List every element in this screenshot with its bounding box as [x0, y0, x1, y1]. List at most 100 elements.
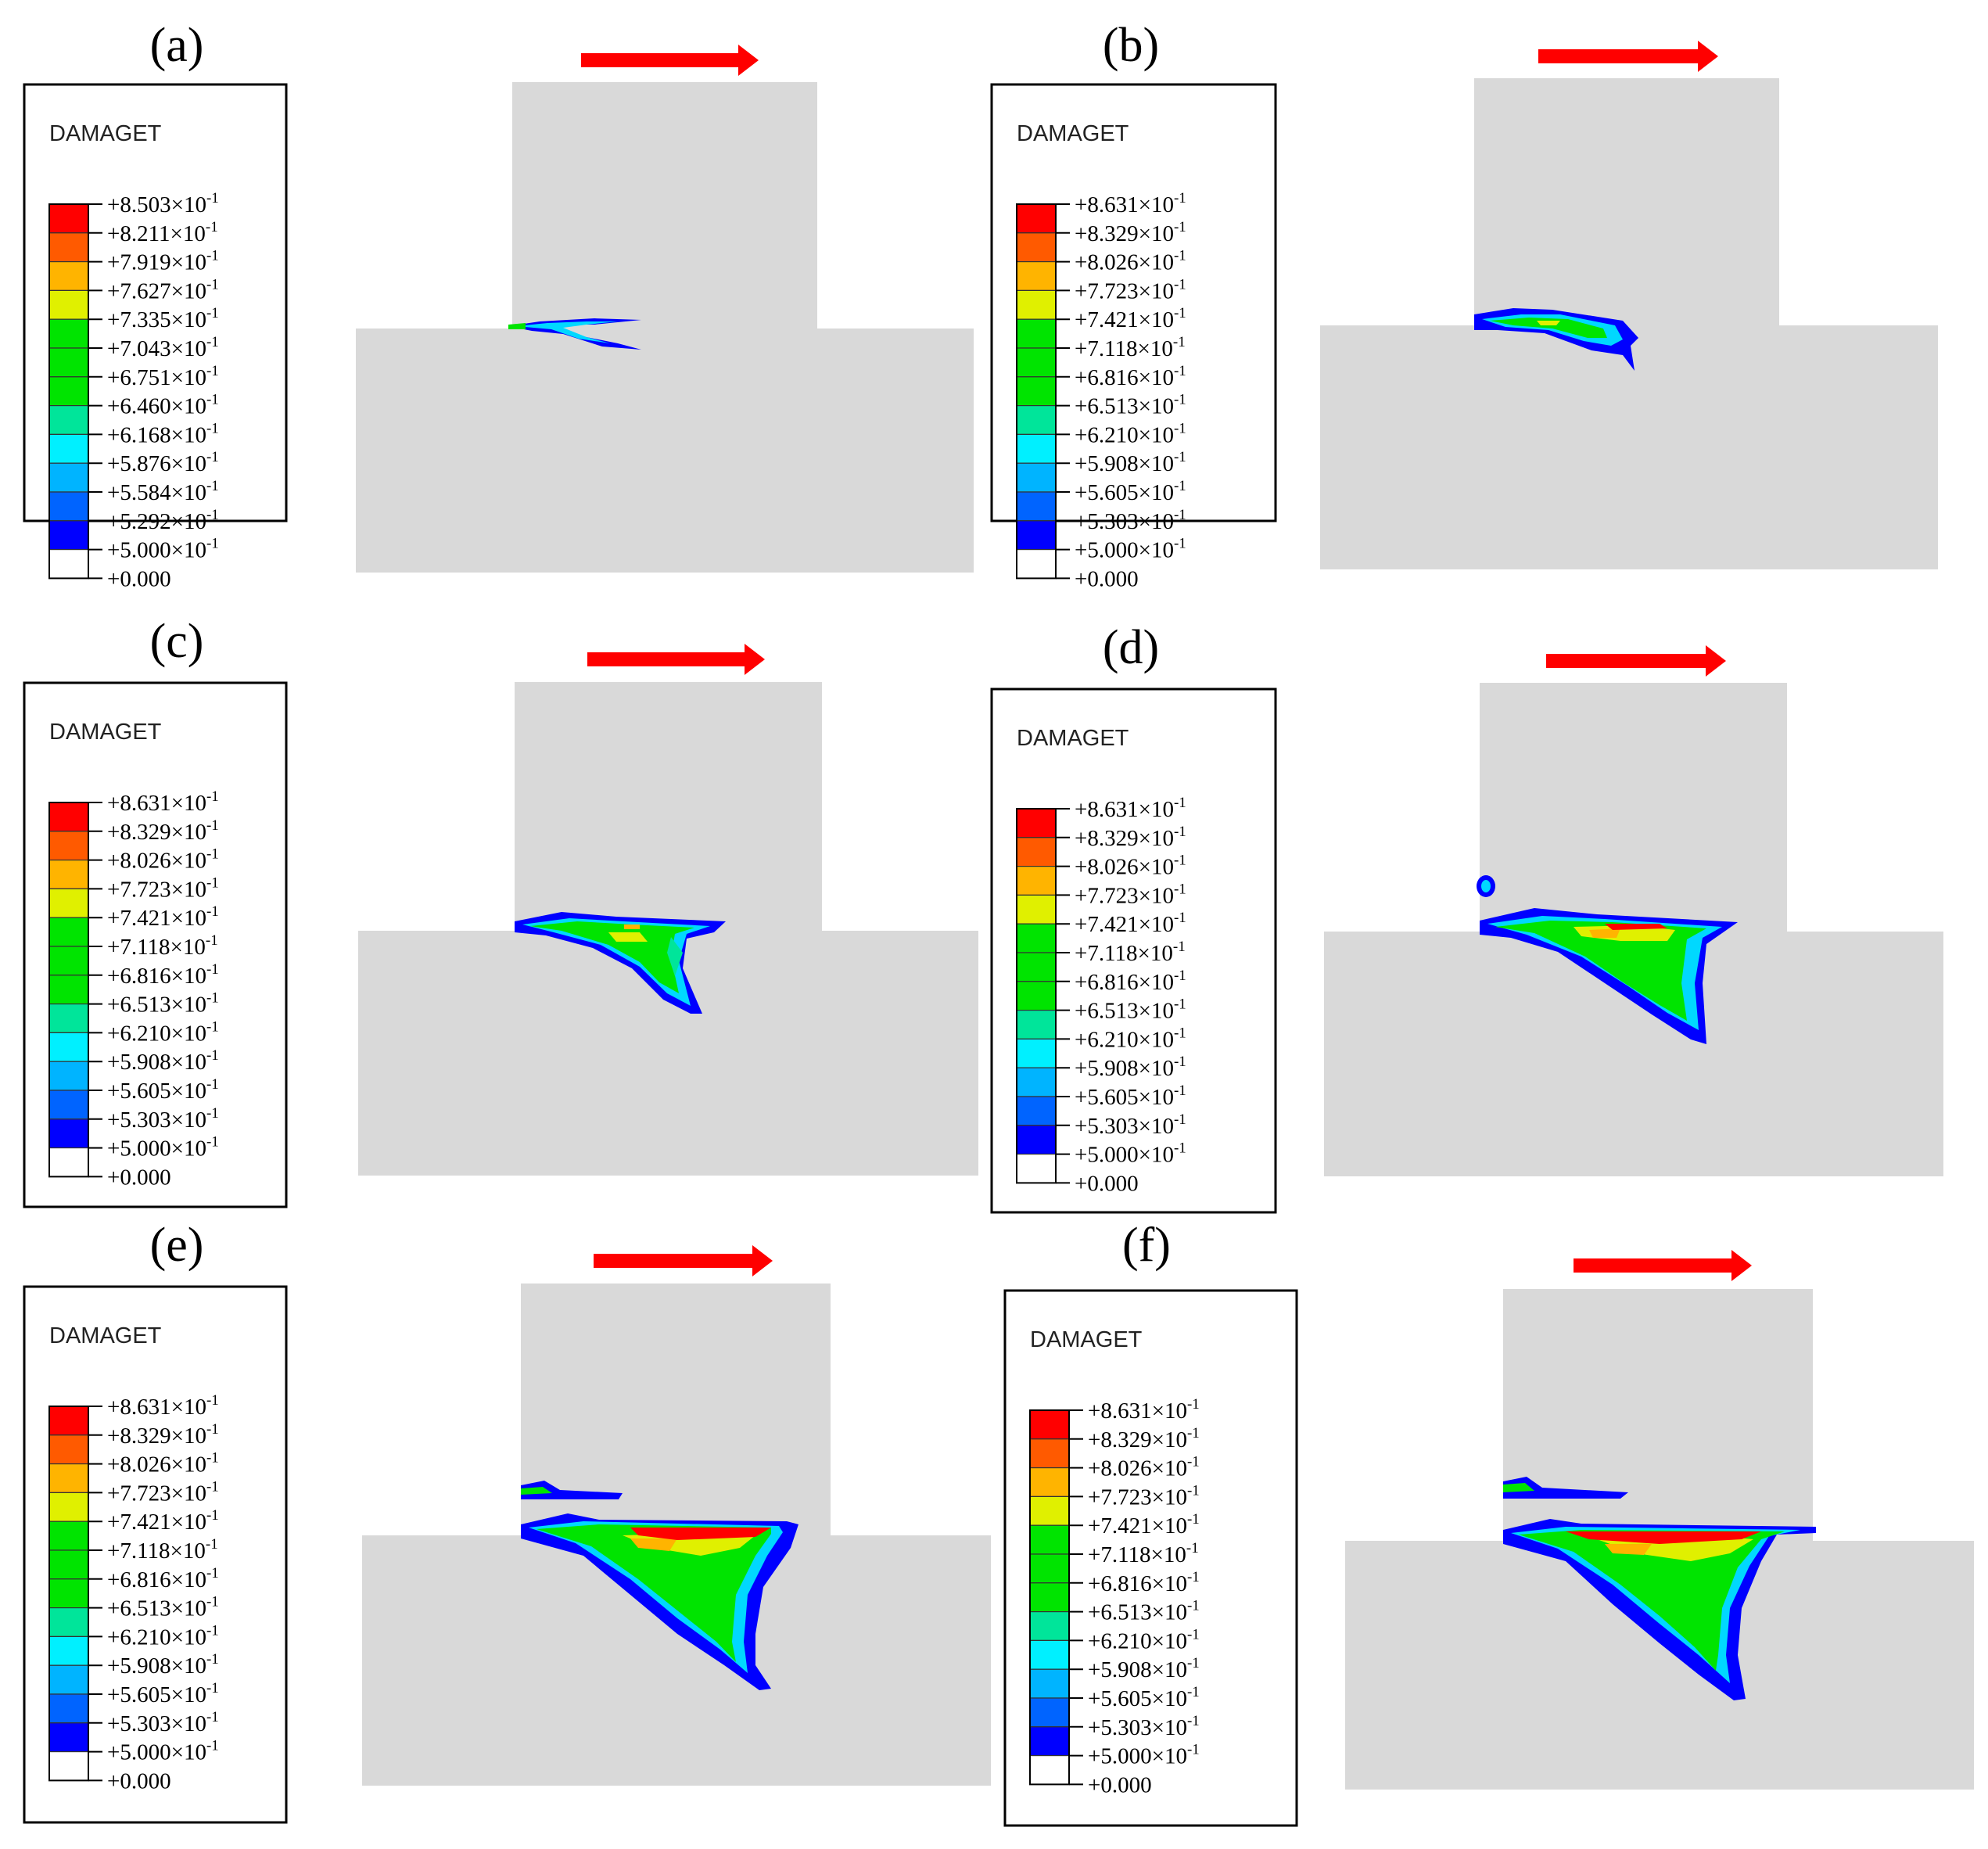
load-arrow-head: [752, 1245, 773, 1276]
legend-tick-label: +6.513×10-1: [107, 990, 219, 1018]
legend-tick-label: +8.329×10-1: [107, 1421, 219, 1449]
legend-color-band: [1016, 520, 1057, 551]
upper-block: [1474, 78, 1779, 326]
legend-color-band: [48, 520, 89, 551]
legend-color-band: [1016, 289, 1057, 320]
legend-color-band: [48, 1751, 89, 1782]
legend-tick-label: +5.000×10-1: [1088, 1742, 1200, 1769]
damage-contour-region: [1605, 924, 1667, 930]
legend-tick-label: +7.043×10-1: [107, 334, 219, 361]
legend-tick-label: +6.210×10-1: [107, 1622, 219, 1650]
legend-color-band: [1016, 261, 1057, 292]
load-arrow-head: [1706, 645, 1726, 677]
panel: (a) DAMAGET +8.503×10-1+8.211×10-1+7.919×1…: [23, 19, 974, 591]
legend-tick-label: +7.723×10-1: [107, 874, 219, 902]
panel-label: (f): [1122, 1219, 1171, 1272]
legend-tick-label: +5.908×10-1: [107, 1047, 219, 1075]
legend-tick-label: +5.303×10-1: [1075, 1111, 1186, 1139]
legend-tick-label: +7.723×10-1: [1075, 276, 1186, 303]
legend-color-band: [1029, 1755, 1070, 1786]
legend-tick-label: +6.816×10-1: [107, 1565, 219, 1592]
legend-color-band: [48, 1549, 89, 1580]
legend-color-band: [48, 1607, 89, 1638]
damage-contour-region: [530, 921, 694, 993]
legend-color-band: [1029, 1409, 1070, 1440]
legend-color-band: [48, 433, 89, 464]
legend-color-band: [48, 1406, 89, 1436]
legend-title: DAMAGET: [1017, 726, 1129, 751]
legend-color-band: [1016, 981, 1057, 1011]
legend-tick-label: +7.118×10-1: [107, 1536, 218, 1564]
panel-label: (d): [1103, 621, 1159, 674]
legend-color-band: [48, 1003, 89, 1033]
legend-tick-label: +7.421×10-1: [1075, 910, 1186, 937]
damage-contour-region: [521, 1487, 552, 1495]
legend-tick-label: +7.723×10-1: [1075, 881, 1186, 908]
legend-color-band: [48, 888, 89, 918]
legend-tick-label: +8.026×10-1: [1075, 248, 1186, 275]
legend-color-band: [48, 203, 89, 234]
load-arrow-head: [745, 644, 765, 675]
legend-color-band: [48, 831, 89, 861]
panel-label: (c): [150, 615, 204, 668]
load-arrow-shaft: [594, 1254, 755, 1268]
legend-tick-label: +0.000: [107, 1165, 171, 1190]
legend-tick-label: +8.631×10-1: [107, 788, 219, 816]
legend-color-band: [1016, 1009, 1057, 1039]
legend-tick-label: +6.816×10-1: [1075, 363, 1186, 390]
upper-block: [1480, 683, 1787, 933]
legend-color-band: [1016, 952, 1057, 982]
legend-color-band: [48, 318, 89, 349]
panel-label: (e): [150, 1219, 204, 1272]
damage-contour-region: [536, 1524, 771, 1662]
legend-tick-label: +5.303×10-1: [1088, 1713, 1200, 1740]
legend-tick-label: +5.908×10-1: [1088, 1655, 1200, 1682]
legend-tick-label: +7.723×10-1: [1088, 1482, 1200, 1510]
legend-tick-label: +0.000: [107, 1768, 171, 1793]
legend-tick-label: +5.000×10-1: [107, 536, 219, 563]
legend-color-band: [48, 232, 89, 263]
panel: (f) DAMAGET +8.631×10-1+8.329×10-1+8.026×1…: [1003, 1219, 1974, 1827]
legend-color-band: [48, 404, 89, 435]
legend-color-band: [48, 1463, 89, 1493]
damage-contour-region: [1495, 921, 1706, 1021]
legend-title: DAMAGET: [1017, 121, 1129, 146]
panel: (e) DAMAGET +8.631×10-1+8.329×10-1+8.026×1…: [23, 1219, 991, 1824]
legend-color-bar-outline: [48, 203, 89, 580]
damage-contour-region: [630, 1528, 771, 1540]
legend-color-band: [1016, 1067, 1057, 1097]
legend-color-band: [48, 261, 89, 292]
legend-color-band: [48, 289, 89, 320]
legend-tick-label: +8.631×10-1: [1088, 1396, 1200, 1424]
panel: (b) DAMAGET +8.631×10-1+8.329×10-1+8.026×1…: [990, 19, 1938, 591]
legend-tick-label: +6.460×10-1: [107, 392, 219, 419]
legend-tick-label: +6.751×10-1: [107, 363, 219, 390]
legend-color-band: [48, 1693, 89, 1724]
legend-tick-label: +8.631×10-1: [1075, 795, 1186, 822]
upper-block: [515, 682, 822, 932]
load-arrow-shaft: [1538, 49, 1701, 63]
legend-tick-label: +8.026×10-1: [1088, 1454, 1200, 1481]
damage-contour-region: [516, 321, 618, 343]
legend-color-band: [48, 917, 89, 947]
legend-tick-label: +6.816×10-1: [1075, 968, 1186, 995]
legend-tick-label: +6.168×10-1: [107, 420, 219, 447]
legend-tick-label: +7.118×10-1: [1075, 334, 1186, 361]
legend-tick-label: +8.329×10-1: [1075, 219, 1186, 246]
legend-color-band: [1029, 1495, 1070, 1526]
damage-contour-region: [1589, 928, 1620, 938]
legend-title: DAMAGET: [1030, 1327, 1143, 1352]
legend-tick-label: +5.303×10-1: [1075, 507, 1186, 534]
legend-tick-label: +6.210×10-1: [1075, 420, 1186, 447]
legend-tick-label: +6.513×10-1: [1088, 1598, 1200, 1625]
legend-color-band: [1016, 865, 1057, 896]
legend-tick-label: +7.919×10-1: [107, 248, 219, 275]
legend-color-band: [1016, 462, 1057, 493]
legend-color-band: [1029, 1524, 1070, 1555]
legend-color-band: [1029, 1467, 1070, 1497]
legend-color-bar-outline: [1016, 203, 1057, 580]
damage-contour-region: [1503, 1483, 1534, 1492]
legend-tick-label: +5.000×10-1: [107, 1134, 219, 1161]
legend-color-band: [1029, 1438, 1070, 1469]
legend-color-band: [48, 1032, 89, 1062]
